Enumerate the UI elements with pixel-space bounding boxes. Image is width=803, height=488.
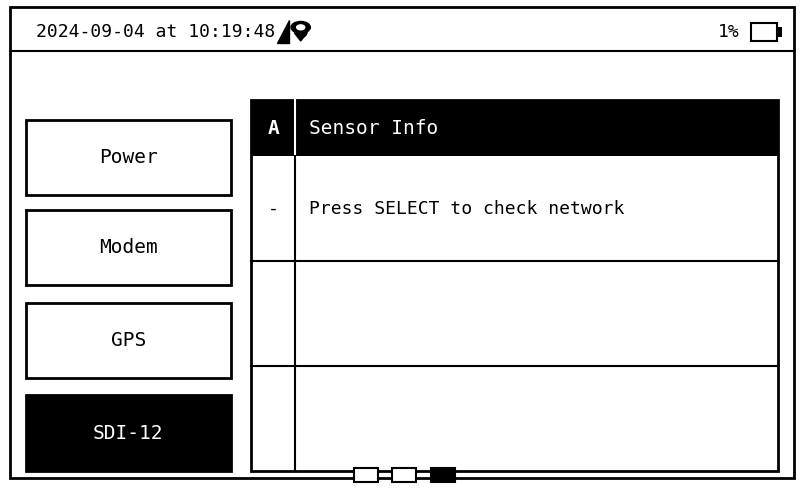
Text: SDI-12: SDI-12 xyxy=(93,424,163,443)
FancyBboxPatch shape xyxy=(10,7,793,478)
Text: Sensor Info: Sensor Info xyxy=(308,119,438,138)
Text: 1%: 1% xyxy=(717,23,739,41)
FancyBboxPatch shape xyxy=(750,23,777,41)
Text: A: A xyxy=(267,119,279,138)
FancyBboxPatch shape xyxy=(392,468,416,482)
Text: GPS: GPS xyxy=(111,331,145,350)
Text: Power: Power xyxy=(99,148,157,167)
Text: 2024-09-04 at 10:19:48: 2024-09-04 at 10:19:48 xyxy=(36,23,275,41)
FancyBboxPatch shape xyxy=(26,303,230,378)
FancyBboxPatch shape xyxy=(26,210,230,285)
Text: -: - xyxy=(267,200,279,218)
Text: Modem: Modem xyxy=(99,238,157,257)
Text: Press SELECT to check network: Press SELECT to check network xyxy=(308,200,623,218)
FancyBboxPatch shape xyxy=(251,100,777,471)
FancyBboxPatch shape xyxy=(430,468,454,482)
FancyBboxPatch shape xyxy=(26,120,230,195)
Circle shape xyxy=(291,21,310,33)
Circle shape xyxy=(296,25,304,30)
FancyBboxPatch shape xyxy=(777,27,781,37)
Polygon shape xyxy=(294,33,307,41)
FancyBboxPatch shape xyxy=(353,468,377,482)
FancyBboxPatch shape xyxy=(26,395,230,471)
FancyBboxPatch shape xyxy=(251,100,777,156)
Polygon shape xyxy=(277,20,289,43)
Text: ●: ● xyxy=(294,24,307,39)
